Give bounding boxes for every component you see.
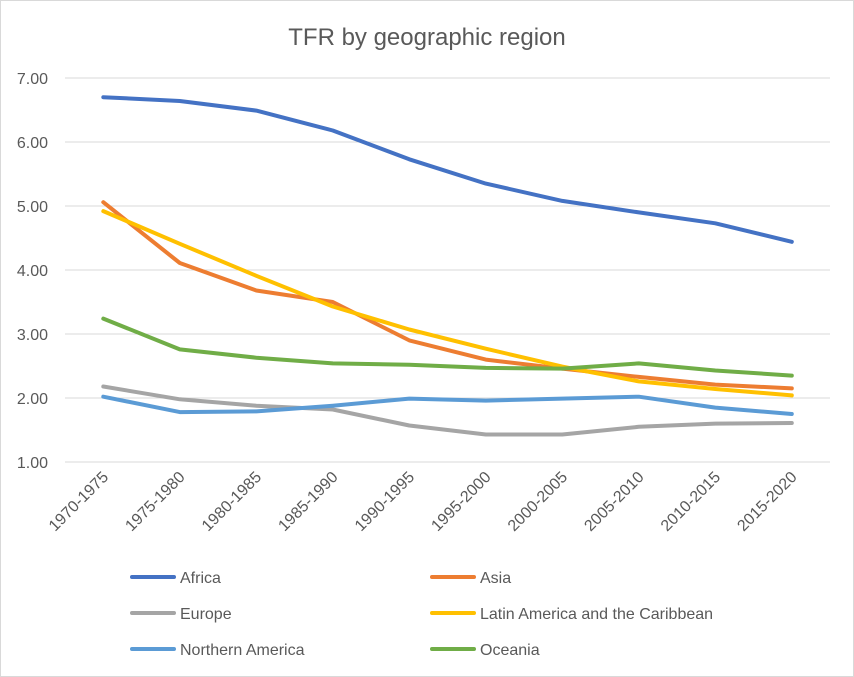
- legend-label: Asia: [480, 570, 511, 587]
- legend-label: Europe: [180, 606, 232, 623]
- series-line-africa: [101, 95, 794, 244]
- y-axis-ticks: 1.00 2.00 3.00 4.00 5.00 6.00 7.00: [17, 71, 48, 472]
- x-tick-label: 1990-1995: [352, 469, 418, 535]
- gridlines: [65, 77, 830, 463]
- x-tick-label: 2010-2015: [658, 469, 724, 535]
- series-line-europe: [101, 384, 794, 437]
- x-tick-label: 1985-1990: [275, 469, 341, 535]
- y-tick-label: 1.00: [17, 455, 48, 472]
- x-axis-ticks: 1970-1975 1975-1980 1980-1985 1985-1990 1990…: [46, 469, 801, 535]
- legend-label: Africa: [180, 570, 221, 587]
- series-lines: [101, 95, 794, 437]
- y-tick-label: 6.00: [17, 135, 48, 152]
- y-tick-label: 5.00: [17, 199, 48, 216]
- x-tick-label: 2005-2010: [581, 469, 647, 535]
- x-tick-label: 1995-2000: [428, 469, 494, 535]
- y-tick-label: 4.00: [17, 263, 48, 280]
- x-tick-label: 2000-2005: [505, 469, 571, 535]
- series-line-oceania: [101, 316, 794, 378]
- legend-label: Northern America: [180, 642, 305, 659]
- series-line-latin-america-and-the-caribbean: [101, 209, 794, 398]
- legend: Africa Asia Europe Latin America and the Ca…: [130, 570, 713, 659]
- y-tick-label: 2.00: [17, 391, 48, 408]
- chart-title: TFR by geographic region: [288, 24, 565, 51]
- x-tick-label: 1980-1985: [199, 469, 265, 535]
- y-tick-label: 7.00: [17, 71, 48, 88]
- series-line-northern-america: [101, 394, 794, 416]
- x-tick-label: 1975-1980: [122, 469, 188, 535]
- legend-label: Latin America and the Caribbean: [480, 606, 713, 623]
- x-tick-label: 2015-2020: [734, 469, 800, 535]
- series-line-asia: [101, 200, 794, 391]
- y-tick-label: 3.00: [17, 327, 48, 344]
- legend-label: Oceania: [480, 642, 540, 659]
- x-tick-label: 1970-1975: [46, 469, 112, 535]
